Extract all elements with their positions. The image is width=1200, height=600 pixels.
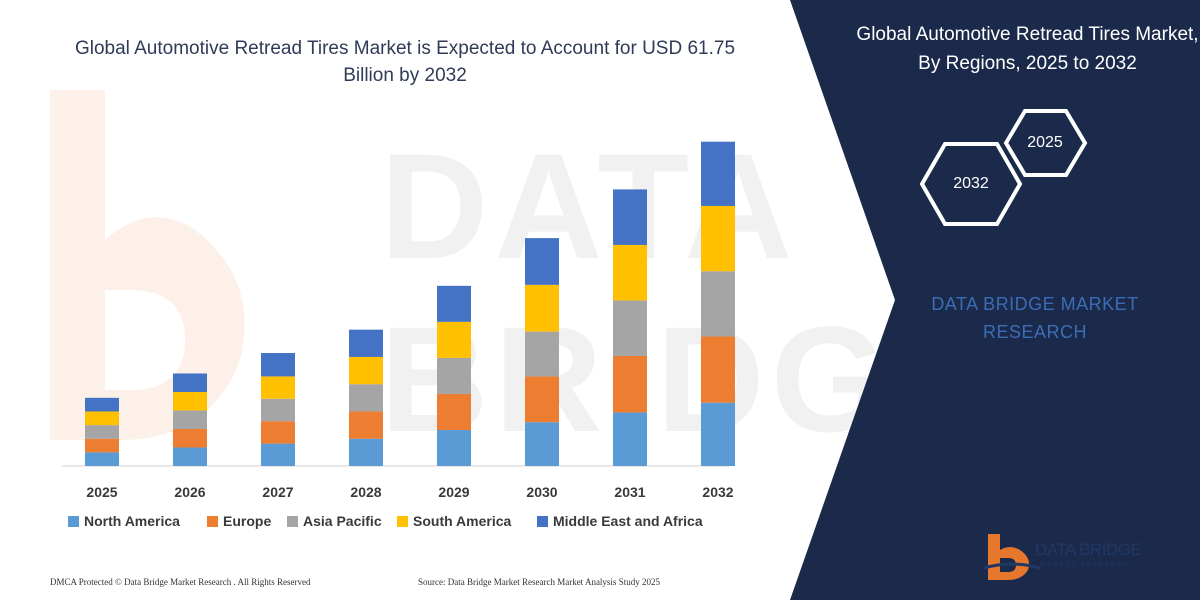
bar-2027-north-america: [261, 443, 295, 466]
bar-2031-asia-pacific: [613, 300, 647, 356]
bar-2025-middle-east-and-africa: [85, 397, 119, 412]
bar-2025-south-america: [85, 411, 119, 426]
legend-label-asia-pacific: Asia Pacific: [303, 513, 382, 529]
legend-swatch-asia-pacific: [287, 516, 298, 527]
footer-source: Source: Data Bridge Market Research Mark…: [418, 577, 660, 587]
x-tick-label-2027: 2027: [262, 484, 293, 500]
bar-2026-asia-pacific: [173, 410, 207, 429]
bar-2031-south-america: [613, 244, 647, 301]
bar-2030-south-america: [525, 284, 559, 332]
bar-2028-asia-pacific: [349, 384, 383, 412]
x-tick-label-2026: 2026: [174, 484, 205, 500]
bar-2029-south-america: [437, 321, 471, 358]
bar-2028-middle-east-and-africa: [349, 329, 383, 357]
bar-2032-europe: [701, 336, 735, 403]
legend-label-middle-east-and-africa: Middle East and Africa: [553, 513, 703, 529]
bar-2030-middle-east-and-africa: [525, 238, 559, 285]
bar-2025-europe: [85, 438, 119, 453]
bar-2027-south-america: [261, 376, 295, 399]
legend-swatch-north-america: [68, 516, 79, 527]
bar-2027-middle-east-and-africa: [261, 353, 295, 377]
bar-2032-south-america: [701, 205, 735, 272]
bar-2029-europe: [437, 393, 471, 430]
bar-2027-asia-pacific: [261, 398, 295, 422]
legend-label-north-america: North America: [84, 513, 180, 529]
bar-2031-europe: [613, 355, 647, 413]
x-tick-label-2028: 2028: [350, 484, 381, 500]
bar-2025-asia-pacific: [85, 425, 119, 439]
bar-2026-middle-east-and-africa: [173, 373, 207, 392]
bar-2032-asia-pacific: [701, 271, 735, 337]
x-tick-label-2032: 2032: [702, 484, 733, 500]
bar-2026-europe: [173, 428, 207, 448]
watermark-logo: [50, 90, 245, 440]
stacked-bar-chart: 2025 2026 2027 2028 2029 2030 2031 2032 North Am…: [62, 141, 735, 529]
bar-2032-north-america: [701, 402, 735, 466]
bar-2030-north-america: [525, 422, 559, 466]
bar-2028-europe: [349, 411, 383, 439]
bar-2025-north-america: [85, 452, 119, 466]
bar-2027-europe: [261, 421, 295, 444]
bar-2029-asia-pacific: [437, 357, 471, 394]
x-tick-label-2030: 2030: [526, 484, 557, 500]
bar-2028-south-america: [349, 356, 383, 385]
legend-swatch-europe: [207, 516, 218, 527]
bar-2026-north-america: [173, 447, 207, 466]
bar-2032-middle-east-and-africa: [701, 141, 735, 206]
bar-2031-north-america: [613, 412, 647, 466]
x-tick-label-2029: 2029: [438, 484, 469, 500]
x-tick-label-2025: 2025: [86, 484, 117, 500]
footer-copyright: DMCA Protected © Data Bridge Market Rese…: [50, 577, 311, 587]
legend-label-south-america: South America: [413, 513, 511, 529]
bar-2029-north-america: [437, 429, 471, 466]
chart-title: Global Automotive Retread Tires Market i…: [74, 38, 736, 86]
bar-2028-north-america: [349, 438, 383, 466]
legend-label-europe: Europe: [223, 513, 271, 529]
x-tick-label-2031: 2031: [614, 484, 645, 500]
bar-2030-europe: [525, 376, 559, 423]
bar-2030-asia-pacific: [525, 331, 559, 377]
legend-swatch-middle-east-and-africa: [537, 516, 548, 527]
bar-2029-middle-east-and-africa: [437, 285, 471, 322]
bar-2031-middle-east-and-africa: [613, 189, 647, 245]
bar-2026-south-america: [173, 391, 207, 411]
legend-swatch-south-america: [397, 516, 408, 527]
